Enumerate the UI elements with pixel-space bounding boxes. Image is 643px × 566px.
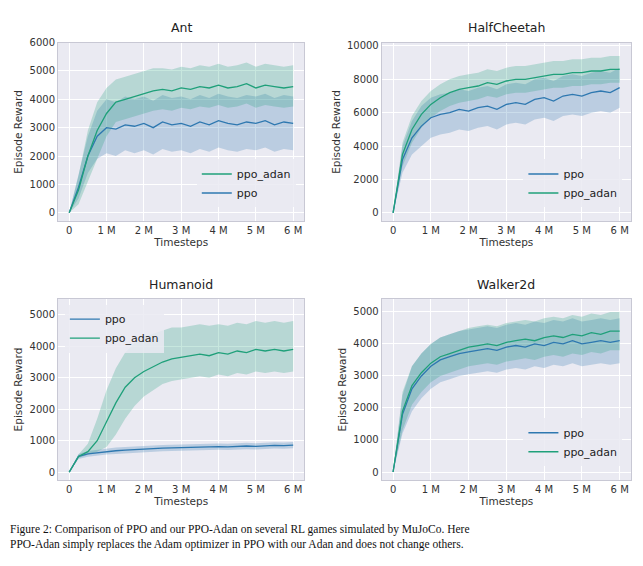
svg-text:ppo: ppo <box>563 168 584 181</box>
svg-text:5 M: 5 M <box>247 484 265 495</box>
svg-text:Walker2d: Walker2d <box>477 277 535 292</box>
svg-text:2000: 2000 <box>30 151 55 162</box>
svg-text:4 M: 4 M <box>535 225 553 236</box>
svg-text:4000: 4000 <box>30 94 55 105</box>
svg-text:0: 0 <box>372 207 378 218</box>
svg-text:1000: 1000 <box>353 434 378 445</box>
svg-text:1000: 1000 <box>30 435 55 446</box>
html-text:PPO-Adan simply replaces the A: PPO-Adan simply replaces the Adam optimi… <box>10 538 464 550</box>
svg-text:0: 0 <box>390 484 396 495</box>
svg-text:HalfCheetah: HalfCheetah <box>468 20 545 35</box>
svg-text:5000: 5000 <box>353 306 378 317</box>
svg-text:0: 0 <box>66 225 72 236</box>
svg-text:3000: 3000 <box>30 372 55 383</box>
svg-text:2 M: 2 M <box>135 484 153 495</box>
svg-text:5000: 5000 <box>30 65 55 76</box>
svg-text:Ant: Ant <box>171 20 192 35</box>
svg-text:ppo_adan: ppo_adan <box>237 168 291 181</box>
svg-text:4000: 4000 <box>353 338 378 349</box>
svg-text:2 M: 2 M <box>460 225 478 236</box>
svg-text:5000: 5000 <box>30 309 55 320</box>
svg-text:6 M: 6 M <box>284 225 302 236</box>
svg-text:0: 0 <box>372 467 378 478</box>
svg-text:4 M: 4 M <box>209 484 227 495</box>
svg-text:4 M: 4 M <box>535 484 553 495</box>
svg-text:Episode Reward: Episode Reward <box>12 90 24 174</box>
svg-text:Timesteps: Timesteps <box>153 495 208 507</box>
svg-text:1 M: 1 M <box>422 484 440 495</box>
svg-text:1000: 1000 <box>30 179 55 190</box>
svg-text:0: 0 <box>49 467 55 478</box>
svg-text:ppo_adan: ppo_adan <box>563 187 617 200</box>
svg-text:3 M: 3 M <box>497 484 515 495</box>
svg-text:5 M: 5 M <box>573 484 591 495</box>
svg-text:Humanoid: Humanoid <box>149 277 213 292</box>
svg-text:ppo: ppo <box>237 187 258 200</box>
svg-text:3 M: 3 M <box>172 225 190 236</box>
svg-text:1 M: 1 M <box>97 484 115 495</box>
svg-text:Episode Reward: Episode Reward <box>336 348 348 432</box>
svg-text:2 M: 2 M <box>460 484 478 495</box>
svg-text:6000: 6000 <box>353 107 378 118</box>
svg-text:ppo_adan: ppo_adan <box>105 332 159 345</box>
svg-text:ppo: ppo <box>105 313 126 326</box>
svg-text:ppo_adan: ppo_adan <box>563 446 617 459</box>
svg-text:8000: 8000 <box>353 74 378 85</box>
svg-text:Episode Reward: Episode Reward <box>330 90 342 174</box>
svg-text:0: 0 <box>66 484 72 495</box>
svg-text:1 M: 1 M <box>97 225 115 236</box>
svg-text:3 M: 3 M <box>497 225 515 236</box>
svg-text:4 M: 4 M <box>209 225 227 236</box>
svg-text:5 M: 5 M <box>573 225 591 236</box>
svg-text:2000: 2000 <box>353 174 378 185</box>
svg-text:1 M: 1 M <box>422 225 440 236</box>
html-text:Figure 2: Comparison of PPO an: Figure 2: Comparison of PPO and our PPO-… <box>10 523 470 535</box>
svg-text:6 M: 6 M <box>284 484 302 495</box>
svg-text:ppo: ppo <box>563 427 584 440</box>
svg-text:4000: 4000 <box>353 141 378 152</box>
svg-text:Timesteps: Timesteps <box>478 236 533 248</box>
svg-text:Episode Reward: Episode Reward <box>12 348 24 432</box>
svg-text:3000: 3000 <box>30 122 55 133</box>
svg-text:Timesteps: Timesteps <box>153 236 208 248</box>
svg-text:2000: 2000 <box>353 402 378 413</box>
svg-text:3 M: 3 M <box>172 484 190 495</box>
svg-text:6 M: 6 M <box>611 484 629 495</box>
svg-text:3000: 3000 <box>353 370 378 381</box>
svg-text:6 M: 6 M <box>611 225 629 236</box>
svg-text:4000: 4000 <box>30 341 55 352</box>
svg-text:6000: 6000 <box>30 37 55 48</box>
svg-text:2 M: 2 M <box>135 225 153 236</box>
svg-text:10000: 10000 <box>347 40 379 51</box>
svg-text:0: 0 <box>390 225 396 236</box>
svg-text:0: 0 <box>49 207 55 218</box>
svg-text:2000: 2000 <box>30 404 55 415</box>
svg-text:5 M: 5 M <box>247 225 265 236</box>
svg-text:Timesteps: Timesteps <box>478 495 533 507</box>
